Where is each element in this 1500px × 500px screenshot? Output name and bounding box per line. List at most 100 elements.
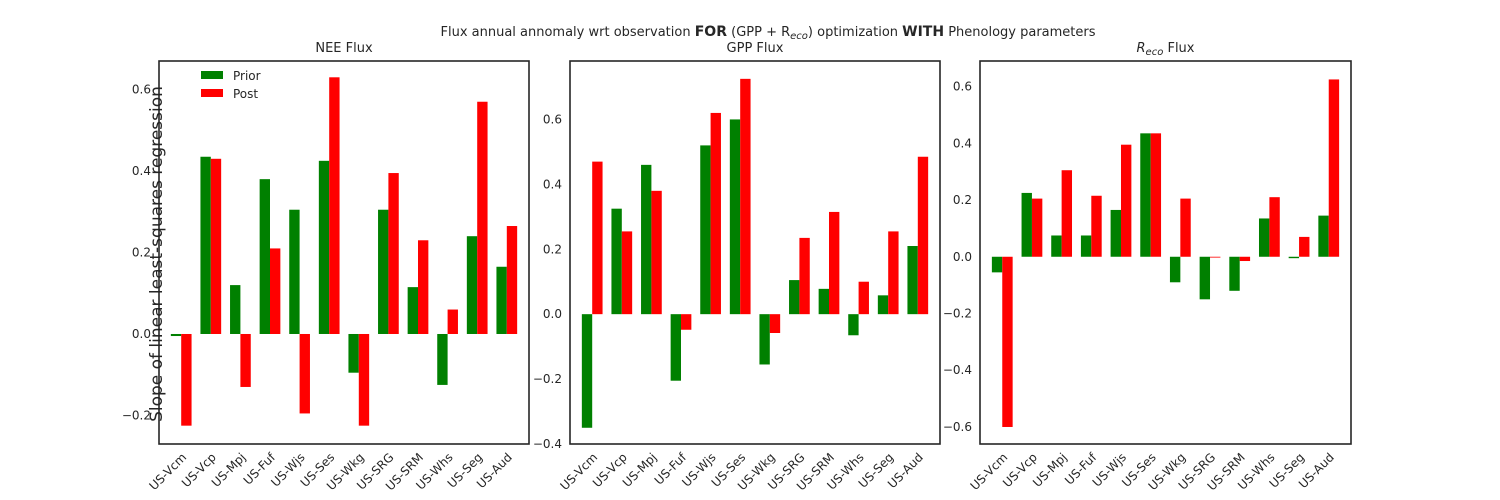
bar-prior-us-vcm [581, 314, 593, 428]
legend: Prior Post [201, 69, 261, 101]
suptitle-part2: (GPP + R [727, 25, 790, 40]
bar-prior-us-wkg [759, 314, 770, 365]
panel-title: Reco Flux [1137, 41, 1195, 58]
bar-post-us-seg [888, 231, 899, 315]
bar-post-us-srg [799, 237, 810, 315]
bar-post-us-whs [447, 309, 458, 334]
bar-post-us-aud [1328, 79, 1340, 257]
y-tick-label: −0.2 [533, 372, 562, 386]
legend-post-label: Post [233, 87, 258, 101]
nee-flux-panel: −0.20.00.20.40.6US-VcmUS-VcpUS-MpjUS-Fuf… [122, 41, 530, 493]
y-tick-label: 0.6 [543, 112, 562, 126]
bar-post-us-ses [1150, 133, 1162, 257]
bar-post-us-vcm [181, 333, 192, 426]
bar-post-us-srm [829, 211, 840, 315]
bar-post-us-seg [477, 101, 488, 334]
bar-prior-us-srg [378, 209, 389, 334]
bar-prior-us-vcm [991, 256, 1003, 273]
bar-prior-us-fuf [1080, 235, 1092, 257]
legend-prior-label: Prior [233, 69, 261, 83]
bar-post-us-vcp [1031, 198, 1043, 257]
suptitle-bold2: WITH [902, 24, 944, 40]
bar-prior-us-whs [848, 314, 859, 336]
bar-post-us-mpj [1061, 170, 1073, 257]
y-tick-label: 0.2 [543, 242, 562, 256]
axes-frame [979, 60, 1352, 445]
bar-post-us-wjs [299, 333, 310, 414]
y-tick-label: 0.0 [543, 307, 562, 321]
bar-prior-us-aud [907, 246, 918, 315]
bar-post-us-wkg [1180, 198, 1191, 257]
bar-post-us-wkg [358, 333, 370, 426]
bar-prior-us-wjs [289, 209, 300, 334]
suptitle-bold1: FOR [695, 24, 727, 40]
bar-prior-us-srg [1199, 256, 1211, 300]
y-tick-label: 0.0 [953, 250, 972, 264]
bar-prior-us-seg [466, 236, 478, 334]
bar-prior-us-wkg [348, 333, 359, 373]
bar-post-us-mpj [651, 190, 662, 315]
bar-post-us-aud [506, 226, 518, 334]
bar-post-us-fuf [681, 314, 692, 330]
bar-prior-us-mpj [641, 164, 652, 315]
y-axis-label: Slope of linear least-squares regression [147, 86, 167, 422]
y-tick-label: 0.4 [543, 177, 562, 191]
bar-post-us-vcm [592, 161, 603, 315]
y-tick-label: −0.4 [943, 363, 972, 377]
title-rest: Flux [1163, 41, 1194, 56]
bar-prior-us-aud [496, 266, 507, 334]
bar-prior-us-wjs [1110, 209, 1121, 257]
y-tick-label: 0.4 [953, 136, 972, 150]
bar-post-us-mpj [240, 333, 251, 387]
bar-post-us-vcm [1002, 256, 1013, 427]
bar-prior-us-mpj [230, 285, 241, 334]
bar-prior-us-vcm [170, 333, 182, 337]
bar-post-us-whs [1269, 197, 1280, 257]
panel-title: NEE Flux [315, 41, 373, 56]
bar-prior-us-ses [729, 119, 741, 315]
bar-prior-us-seg [877, 295, 889, 315]
bar-prior-us-wkg [1169, 256, 1181, 283]
bar-post-us-vcp [210, 158, 222, 334]
bar-prior-us-whs [437, 333, 448, 385]
bar-post-us-srm [418, 240, 429, 334]
axes-frame [158, 60, 530, 445]
bar-post-us-ses [329, 77, 340, 334]
bar-prior-us-aud [1318, 215, 1329, 257]
title-r: R [1137, 41, 1146, 56]
bar-prior-us-ses [1140, 133, 1151, 257]
axes-frame [569, 60, 941, 445]
bar-prior-us-srg [789, 280, 800, 315]
y-tick-label: 0.4 [132, 164, 151, 178]
legend-post-swatch [201, 89, 223, 97]
bar-prior-us-ses [318, 160, 330, 334]
bar-prior-us-fuf [259, 179, 270, 334]
suptitle-part1: Flux annual annomaly wrt observation [440, 25, 694, 40]
y-tick-label: 0.6 [132, 83, 151, 97]
bar-post-us-srg [1210, 256, 1221, 258]
bar-post-us-vcp [621, 231, 633, 315]
figure-suptitle: Flux annual annomaly wrt observation FOR… [440, 24, 1095, 42]
bar-post-us-aud [917, 156, 929, 315]
bar-post-us-wkg [769, 314, 781, 333]
bar-prior-us-fuf [670, 314, 681, 381]
bar-post-us-ses [740, 78, 751, 315]
y-tick-label: 0.2 [132, 246, 151, 260]
reco-flux-panel: −0.6−0.4−0.20.00.20.40.6US-VcmUS-VcpUS-M… [943, 41, 1352, 493]
y-tick-label: −0.4 [533, 437, 562, 451]
y-tick-label: −0.2 [122, 408, 151, 422]
bar-prior-us-vcp [1021, 192, 1032, 257]
bar-post-us-whs [858, 281, 869, 315]
title-sub: eco [1146, 47, 1164, 58]
y-tick-label: 0.2 [953, 193, 972, 207]
x-tick-label: US-Vcm [968, 450, 1011, 493]
gpp-flux-panel: −0.4−0.20.00.20.40.6US-VcmUS-VcpUS-MpjUS… [533, 41, 941, 493]
bar-post-us-srg [388, 173, 399, 334]
bar-post-us-seg [1299, 236, 1310, 257]
suptitle-sub: eco [790, 31, 808, 42]
bar-prior-us-wjs [700, 145, 711, 315]
bar-post-us-fuf [270, 248, 281, 334]
x-tick-label: US-Vcm [147, 450, 190, 493]
bar-post-us-wjs [1120, 144, 1132, 257]
